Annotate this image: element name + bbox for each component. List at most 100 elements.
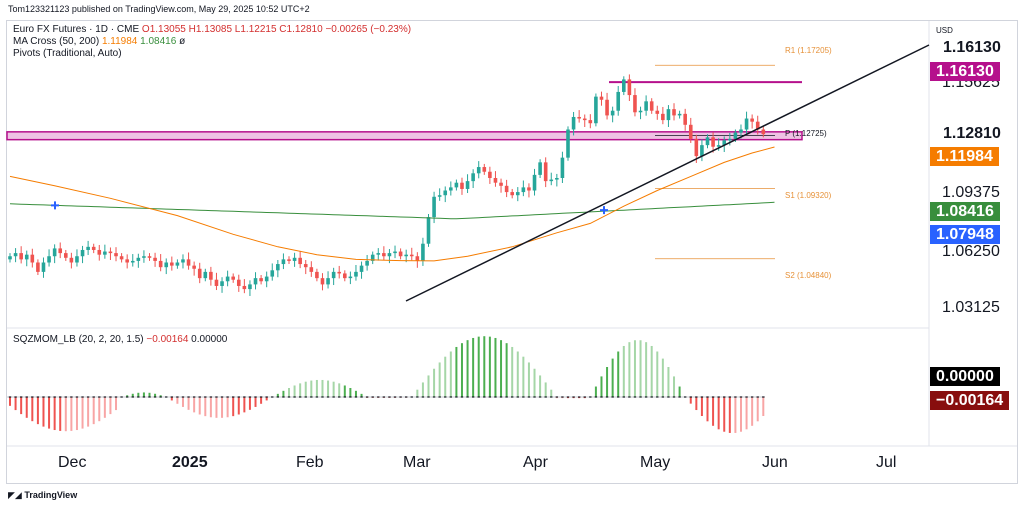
price-badge-last-close: 1.12810 <box>937 124 1007 143</box>
candle-body <box>292 257 297 261</box>
price-badge-last-high: 1.16130 <box>937 38 1007 57</box>
candle-body <box>376 253 381 255</box>
candle-body <box>354 271 358 277</box>
candle-body <box>577 116 581 119</box>
candle-body <box>58 248 63 254</box>
candle-body <box>739 129 743 133</box>
candle-body <box>209 271 213 280</box>
ma-slow-value: 1.08416 <box>140 36 177 47</box>
candle-body <box>214 279 219 286</box>
candle-body <box>728 138 732 141</box>
candle-body <box>181 259 185 263</box>
candle-body <box>47 256 51 263</box>
candle-body <box>365 260 369 266</box>
candle-body <box>108 251 113 254</box>
month-label: Mar <box>403 454 431 471</box>
ma-legend[interactable]: MA Cross (50, 200) 1.11984 1.08416 ø <box>13 36 185 47</box>
price-tick: 1.09375 <box>942 184 1000 201</box>
candle-body <box>488 171 492 178</box>
candle-body <box>750 118 754 122</box>
ohlc-change: −0.00265 (−0.23%) <box>325 24 412 35</box>
candle-body <box>744 118 749 130</box>
candle-body <box>471 173 475 182</box>
candle-body <box>666 109 671 121</box>
ohlc-high: H1.13085 <box>188 24 233 35</box>
candle-body <box>443 190 448 196</box>
symbol-line: Euro FX Futures · 1D · CME <box>13 24 140 35</box>
chart-frame[interactable] <box>6 20 1018 484</box>
candle-body <box>538 162 542 175</box>
tradingview-logo[interactable]: ◤◢ TradingView <box>8 490 77 501</box>
candle-body <box>694 138 699 157</box>
candle-body <box>571 116 576 130</box>
candle-body <box>426 217 431 244</box>
candle-body <box>582 118 587 121</box>
candle-body <box>281 259 286 265</box>
candle-body <box>370 254 375 261</box>
osc-zero-value: 0.00000 <box>191 334 228 345</box>
candle-body <box>755 121 760 130</box>
ma-cross-marker <box>600 206 608 215</box>
ma-fast-value: 1.11984 <box>101 36 138 47</box>
candle-body <box>398 251 403 257</box>
candle-body <box>142 256 146 258</box>
candle-body <box>64 253 68 258</box>
pivot-s2-label: S2 (1.04840) <box>785 271 832 280</box>
candle-body <box>599 96 604 100</box>
candle-body <box>421 243 425 261</box>
candle-body <box>382 253 386 257</box>
candle-body <box>175 262 180 266</box>
candle-body <box>259 278 263 282</box>
candle-body <box>309 267 314 272</box>
candle-body <box>560 157 565 178</box>
month-label: Apr <box>523 454 548 471</box>
oscillator-legend[interactable]: SQZMOM_LB (20, 2, 20, 1.5) −0.00164 0.00… <box>13 334 227 345</box>
currency-label[interactable]: USD <box>936 26 953 35</box>
candle-body <box>437 195 442 197</box>
candle-body <box>197 268 202 279</box>
candle-body <box>276 264 280 271</box>
candle-body <box>460 182 464 189</box>
candle-body <box>393 251 397 254</box>
candle-body <box>315 271 319 279</box>
branding-text: TradingView <box>24 490 78 500</box>
candle-body <box>103 251 107 255</box>
candle-body <box>482 167 487 172</box>
candle-body <box>248 284 252 290</box>
candle-body <box>627 79 632 96</box>
candle-body <box>13 253 18 257</box>
candle-body <box>75 256 79 263</box>
candle-body <box>610 110 615 116</box>
pivot-s1-label: S1 (1.09320) <box>785 191 832 200</box>
pivots-legend[interactable]: Pivots (Traditional, Auto) <box>13 48 122 59</box>
ma-name: MA Cross (50, 200) <box>13 36 100 47</box>
candle-body <box>504 185 509 193</box>
candle-body <box>716 145 721 147</box>
ma-hidden-icon[interactable]: ø <box>179 36 186 47</box>
month-label: May <box>640 454 671 471</box>
candle-body <box>661 113 665 121</box>
candle-body <box>326 278 330 285</box>
publish-caption: Tom123321123 published on TradingView.co… <box>8 4 310 14</box>
candle-body <box>343 273 347 279</box>
candle-body <box>264 276 269 282</box>
candle-body <box>130 260 135 263</box>
candle-body <box>8 256 12 260</box>
candle-body <box>688 124 693 139</box>
candle-body <box>136 257 141 261</box>
price-badge-resistance: 1.16130 <box>930 62 1000 81</box>
candle-body <box>616 91 621 111</box>
price-tick: 1.03125 <box>942 299 1000 316</box>
candle-body <box>633 95 637 113</box>
candle-body <box>158 260 163 268</box>
month-label: 2025 <box>172 454 208 471</box>
candle-body <box>672 109 676 116</box>
month-label: Feb <box>296 454 324 471</box>
candle-body <box>705 137 710 146</box>
candle-body <box>320 278 325 285</box>
pivot-p-label: P (1.12725) <box>785 129 827 138</box>
ma-cross-marker <box>51 201 59 210</box>
candle-body <box>649 101 654 111</box>
candle-body <box>164 262 169 268</box>
